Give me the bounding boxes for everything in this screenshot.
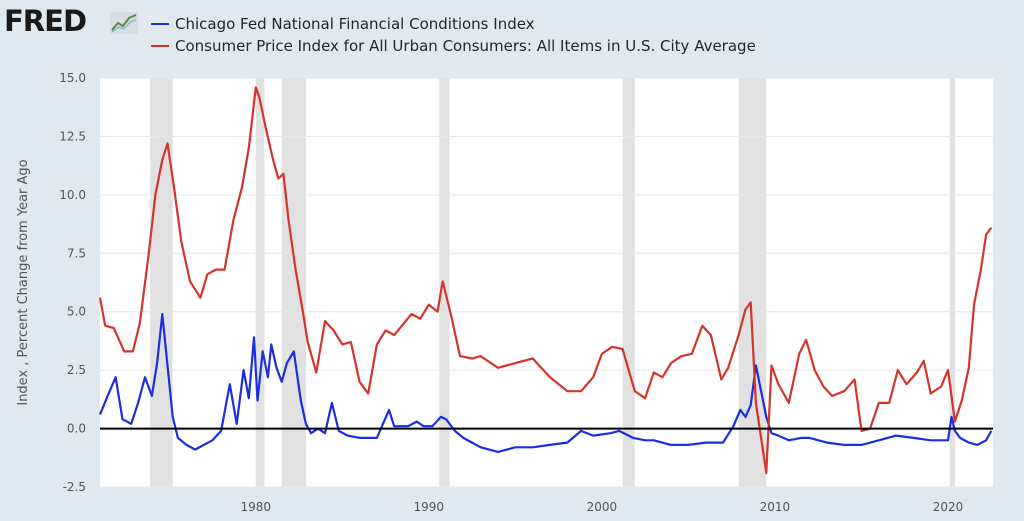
y-tick-label: 0.0 [67,422,86,436]
series-layer [98,86,993,475]
recession-band [439,78,450,487]
legend-swatch-cpi [151,45,169,47]
legend-swatch-nfci [151,23,169,25]
fred-logo: FRED [4,4,87,38]
gridlines [100,77,993,488]
legend-label-nfci: Chicago Fed National Financial Condition… [175,15,535,33]
x-tick-label: 2010 [760,500,791,514]
y-axis-title: Index , Percent Change from Year Ago [16,159,31,405]
x-tick-label: 2000 [587,500,618,514]
y-tick-label: 5.0 [67,305,86,319]
legend-label-cpi: Consumer Price Index for All Urban Consu… [175,37,756,55]
x-axis: 1980 1990 2000 2010 2020 [240,500,963,514]
y-tick-label: 12.5 [59,129,86,143]
recession-band [949,78,955,487]
recession-bands [150,78,955,487]
x-tick-label: 2020 [933,500,964,514]
recession-band [738,78,767,487]
recession-band [150,78,173,487]
y-tick-label: 10.0 [59,188,86,202]
y-tick-label: 15.0 [59,71,86,85]
recession-band [255,78,265,487]
y-axis: 15.0 12.5 10.0 7.5 5.0 2.5 0.0 -2.5 [59,71,86,494]
trend-chart-icon [110,12,138,34]
y-tick-label: 7.5 [67,246,86,260]
y-tick-label: -2.5 [63,480,86,494]
recession-band [281,78,306,487]
y-tick-label: 2.5 [67,363,86,377]
x-tick-label: 1990 [414,500,445,514]
series-line-nfci [98,313,993,453]
chart-header: FRED Chicago Fed National Financial Cond… [0,0,1024,70]
legend-item-cpi[interactable]: Consumer Price Index for All Urban Consu… [151,36,756,56]
series-line-cpi [98,86,993,475]
plot-area [100,78,993,487]
legend-item-nfci[interactable]: Chicago Fed National Financial Condition… [151,14,535,34]
x-tick-label: 1980 [240,500,271,514]
recession-band [622,78,635,487]
